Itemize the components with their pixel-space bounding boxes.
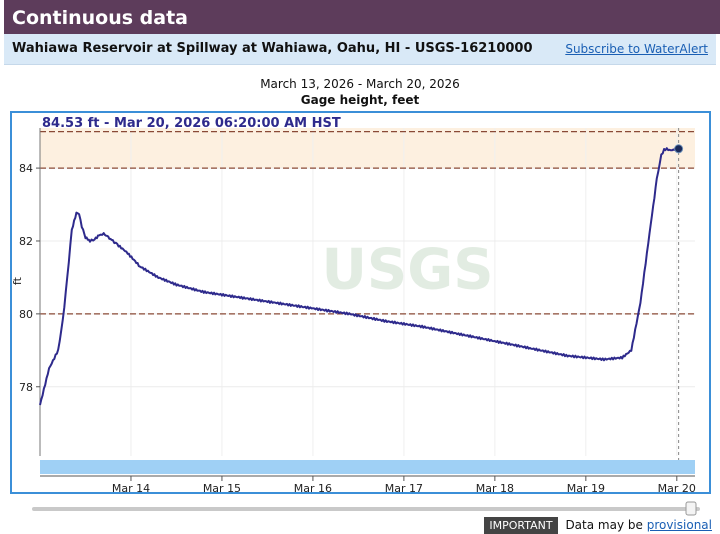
current-point[interactable] xyxy=(674,144,684,154)
y-tick-label: 84 xyxy=(19,162,33,175)
x-tick-label: Mar 20 xyxy=(658,482,696,495)
provisional-text: Data may be xyxy=(565,518,643,532)
chart-frame xyxy=(10,111,711,494)
section-title: Continuous data xyxy=(12,7,189,29)
provisional-link[interactable]: provisional xyxy=(646,518,712,532)
x-tick-label: Mar 17 xyxy=(385,482,423,495)
provisional-note: IMPORTANT Data may be provisional xyxy=(484,517,712,534)
section-header: Continuous data xyxy=(4,0,720,34)
site-band: Wahiawa Reservoir at Spillway at Wahiawa… xyxy=(4,34,716,65)
threshold-band xyxy=(40,128,695,169)
time-slider-handle[interactable] xyxy=(685,501,697,516)
x-tick-label: Mar 15 xyxy=(203,482,241,495)
tooltip-readout: 84.53 ft - Mar 20, 2026 06:20:00 AM HST xyxy=(42,116,341,131)
series-line-gage-height xyxy=(39,147,680,406)
subscribe-wateralert-link[interactable]: Subscribe to WaterAlert xyxy=(565,42,708,56)
x-tick-label: Mar 14 xyxy=(112,482,150,495)
x-tick-label: Mar 16 xyxy=(294,482,332,495)
x-tick-label: Mar 19 xyxy=(567,482,605,495)
date-range: March 13, 2026 - March 20, 2026 xyxy=(260,77,460,91)
y-tick-label: 78 xyxy=(19,381,33,394)
important-badge: IMPORTANT xyxy=(484,517,558,534)
parameter-label: Gage height, feet xyxy=(300,93,420,107)
site-name: Wahiawa Reservoir at Spillway at Wahiawa… xyxy=(12,41,533,56)
y-tick-label: 82 xyxy=(19,235,33,248)
brush-range-bar[interactable] xyxy=(40,460,695,474)
y-axis-label: ft xyxy=(11,276,24,285)
x-tick-label: Mar 18 xyxy=(476,482,514,495)
usgs-watermark: USGS xyxy=(321,237,493,302)
y-tick-label: 80 xyxy=(19,308,33,321)
